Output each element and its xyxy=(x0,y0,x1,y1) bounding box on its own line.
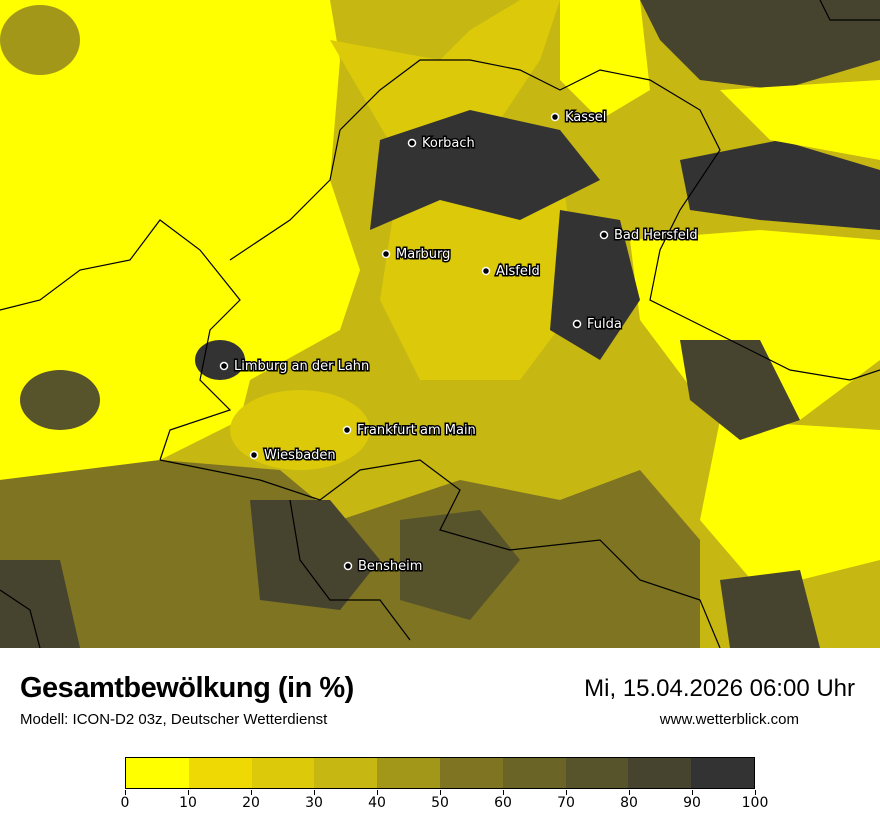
legend-tick-label: 70 xyxy=(557,795,575,811)
legend-color-bin xyxy=(565,758,629,788)
model-source: Modell: ICON-D2 03z, Deutscher Wetterdie… xyxy=(20,711,328,728)
city-marker xyxy=(343,561,353,571)
city-marker xyxy=(481,266,491,276)
legend-tick xyxy=(566,790,567,795)
city-label: Wiesbaden xyxy=(264,448,336,463)
city-label: Kassel xyxy=(565,110,606,125)
legend-tick-label: 40 xyxy=(368,795,386,811)
legend-tick xyxy=(440,790,441,795)
city-label: Bad Hersfeld xyxy=(614,228,698,243)
legend-color-bin xyxy=(251,758,315,788)
forecast-datetime: Mi, 15.04.2026 06:00 Uhr xyxy=(584,675,855,702)
legend-tick xyxy=(125,790,126,795)
legend-color-bin xyxy=(188,758,252,788)
city-label: Frankfurt am Main xyxy=(357,423,476,438)
legend-color-bin xyxy=(502,758,566,788)
legend-color-bin xyxy=(126,758,189,788)
legend-color-bin xyxy=(628,758,692,788)
legend-tick-label: 60 xyxy=(494,795,512,811)
city-marker xyxy=(381,249,391,259)
city-label: Marburg xyxy=(396,247,450,262)
cloud-cover-map: Kassel Korbach Bad Hersfeld Marburg Alsfeld F… xyxy=(0,0,880,648)
legend-tick xyxy=(314,790,315,795)
city-label: Korbach xyxy=(422,136,475,151)
legend-tick xyxy=(755,790,756,795)
legend-ticks: 0 10 20 30 40 50 60 70 80 90 100 xyxy=(121,790,768,820)
legend-tick-label: 50 xyxy=(431,795,449,811)
city-label: Limburg an der Lahn xyxy=(234,359,369,374)
legend-tick-label: 90 xyxy=(683,795,701,811)
city-label: Bensheim xyxy=(358,559,422,574)
legend-tick-label: 20 xyxy=(242,795,260,811)
city-marker xyxy=(249,450,259,460)
map-title: Gesamtbewölkung (in %) xyxy=(20,672,354,704)
website-link[interactable]: www.wetterblick.com xyxy=(659,711,799,728)
legend-tick xyxy=(377,790,378,795)
legend-tick-label: 80 xyxy=(620,795,638,811)
city-marker xyxy=(572,319,582,329)
legend-color-bin xyxy=(314,758,378,788)
legend-tick xyxy=(692,790,693,795)
legend-tick-label: 0 xyxy=(120,795,130,811)
borders xyxy=(0,0,880,648)
legend-tick-label: 100 xyxy=(741,795,769,811)
legend-color-bin xyxy=(691,758,754,788)
city-marker xyxy=(342,425,352,435)
city-marker xyxy=(599,230,609,240)
city-label: Fulda xyxy=(587,317,622,332)
legend-tick xyxy=(503,790,504,795)
city-label: Alsfeld xyxy=(496,264,540,279)
legend-tick xyxy=(188,790,189,795)
legend-tick-label: 10 xyxy=(179,795,197,811)
legend-color-bin xyxy=(377,758,440,788)
city-marker xyxy=(550,112,560,122)
legend-tick-label: 30 xyxy=(305,795,323,811)
legend-color-bin xyxy=(439,758,503,788)
legend-colorbar xyxy=(125,757,755,789)
legend-tick xyxy=(251,790,252,795)
city-marker xyxy=(407,138,417,148)
city-marker xyxy=(219,361,229,371)
legend-tick xyxy=(629,790,630,795)
